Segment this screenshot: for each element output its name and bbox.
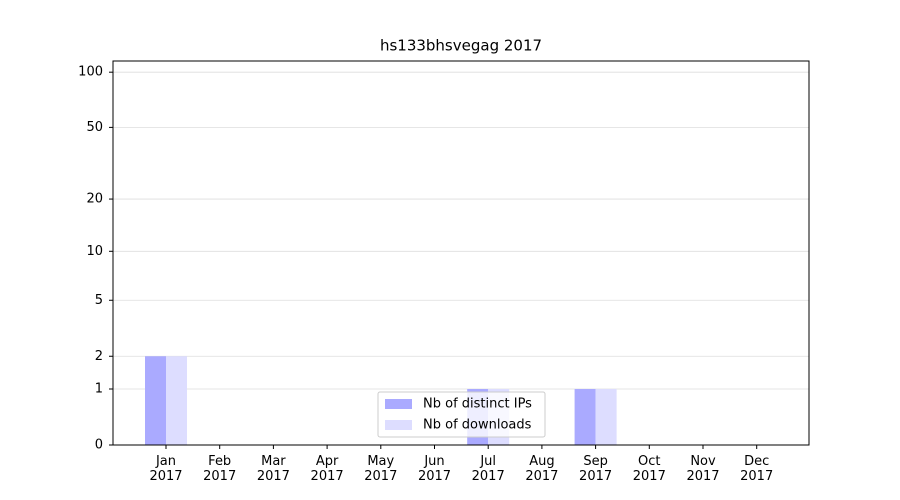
legend-box (377, 391, 546, 438)
y-tick-label: 1 (95, 382, 103, 397)
y-tick-label: 5 (95, 293, 103, 308)
x-tick-label: Jan 2017 (149, 454, 183, 484)
bar (166, 356, 187, 445)
legend: Nb of distinct IPs Nb of downloads (377, 391, 546, 438)
x-tick-label: Dec 2017 (740, 454, 774, 484)
x-tick-label: Aug 2017 (525, 454, 559, 484)
x-tick-label: Nov 2017 (686, 454, 720, 484)
y-tick-label: 100 (78, 65, 103, 80)
y-tick-label: 10 (86, 244, 103, 259)
x-tick-label: Jul 2017 (471, 454, 505, 484)
legend-swatch (385, 399, 412, 409)
legend-swatch (385, 420, 412, 430)
x-tick-label: Feb 2017 (203, 454, 237, 484)
bar (574, 389, 596, 445)
legend-label: Nb of downloads (423, 418, 532, 433)
x-tick-label: Apr 2017 (310, 454, 344, 484)
x-tick-label: May 2017 (364, 454, 398, 484)
x-tick-label: Sep 2017 (579, 454, 613, 484)
y-tick-label: 20 (86, 192, 103, 207)
x-tick-label: Jun 2017 (417, 454, 452, 484)
x-tick-label: Mar 2017 (256, 454, 290, 484)
y-tick-label: 2 (95, 349, 103, 364)
bar (595, 389, 617, 445)
x-tick-label: Oct 2017 (632, 454, 666, 484)
legend-label: Nb of distinct IPs (423, 397, 532, 412)
chart-title: hs133bhsvegag 2017 (380, 37, 542, 55)
plot-frame (112, 60, 810, 446)
y-tick-label: 0 (95, 438, 103, 453)
y-tick-label: 50 (86, 120, 103, 135)
bar (145, 356, 166, 445)
